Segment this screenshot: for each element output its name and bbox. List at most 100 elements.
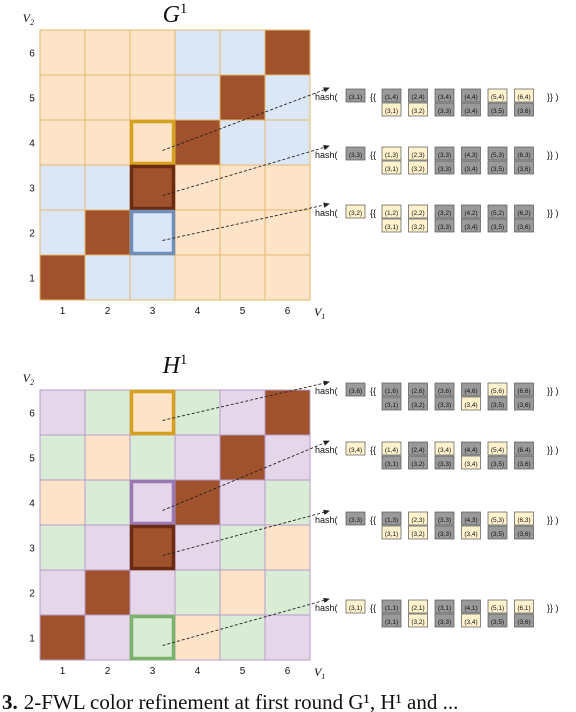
- tuple-text: (3,5): [491, 461, 504, 468]
- grid-cell: [84, 119, 131, 166]
- grid-cell: [219, 119, 266, 166]
- highlight-cell: [129, 209, 176, 256]
- grid-cell: [84, 434, 131, 481]
- tuple-text: (3,3): [438, 461, 451, 468]
- tuple-text: (3,5): [491, 224, 504, 231]
- tuple-box: [487, 146, 508, 161]
- tuple-text: (3,1): [385, 108, 398, 115]
- tuple-text: (3,3): [438, 152, 451, 159]
- tuple-box: [461, 88, 481, 103]
- grid-cell: [264, 254, 311, 301]
- graph-g1: hash((3,1) {{(1,4) (3,1) (2,4) (3,2) (3,4) (3,…: [39, 29, 559, 301]
- grid-cell: [84, 164, 131, 211]
- tuple-text: (2,6): [411, 388, 424, 395]
- y-axis-var: V: [23, 11, 32, 25]
- open-brace: {{: [370, 515, 376, 525]
- grid-cell: [129, 524, 176, 571]
- grid-cell: [219, 389, 266, 436]
- hash-row: hash((3,3) {{(1,3) (3,1) (2,3) (3,2) (3,3) (3,…: [162, 509, 559, 556]
- tuple-text: (3,4): [464, 224, 477, 231]
- tuple-text: (1,1): [385, 605, 398, 612]
- tuple-box: [487, 613, 508, 628]
- tuple-box: [461, 613, 481, 628]
- tuple-text: (3,5): [491, 166, 504, 173]
- grid-cell: [174, 29, 221, 76]
- row-label: 3: [29, 184, 35, 195]
- tuple-text: (5,3): [491, 517, 504, 524]
- grid-cell: [84, 569, 131, 616]
- graph-title: G1: [163, 1, 188, 28]
- tuple-box: [514, 160, 534, 175]
- grid-cell: [219, 254, 266, 301]
- grid-cell: [84, 524, 131, 571]
- tuple-text: (6,6): [517, 388, 530, 395]
- tuple-box: [487, 102, 508, 117]
- tuple-box: [514, 455, 534, 470]
- tuple-box: [408, 146, 428, 161]
- hash-label: hash(: [315, 603, 338, 613]
- tuple-box: [461, 102, 481, 117]
- tuple-text: (6,1): [517, 605, 530, 612]
- tuple-box: [461, 441, 481, 456]
- tuple-text: (3,1): [385, 619, 398, 626]
- hash-label: hash(: [315, 208, 338, 218]
- tuple-text: (3,4): [464, 166, 477, 173]
- graph-title-sup: 1: [180, 352, 188, 368]
- tuple-text: (2,4): [411, 94, 424, 101]
- tuple-box: [408, 599, 428, 614]
- tuple-box: [408, 525, 428, 540]
- tuple-text: (5,4): [491, 94, 504, 101]
- tuple-text: (4,4): [464, 94, 477, 101]
- tuple-box: [408, 511, 428, 526]
- y-axis-var: V: [23, 371, 32, 385]
- hash-label: hash(: [315, 150, 338, 160]
- grid-cell: [129, 389, 176, 436]
- grid-cell: [219, 614, 266, 661]
- tuple-box: [381, 218, 402, 233]
- tuple-text: (3,6): [438, 388, 451, 395]
- grid-cell: [129, 164, 176, 211]
- row-label: 4: [29, 499, 35, 510]
- tuple-text: (1,3): [385, 152, 398, 159]
- tuple-box: [381, 613, 402, 628]
- grid-cell: [39, 569, 86, 616]
- caption-text: 2-FWL color refinement at first round G¹…: [23, 690, 459, 712]
- tuple-text: (3,1): [385, 531, 398, 538]
- col-label: 2: [105, 666, 111, 677]
- figure-canvas: hash((3,1) {{(1,4) (3,1) (2,4) (3,2) (3,4) (3,…: [23, 1, 559, 681]
- hash-key-box: [345, 382, 366, 397]
- tuple-box: [408, 441, 428, 456]
- grid-cell: [39, 164, 86, 211]
- grid-cell: [129, 434, 176, 481]
- tuple-box: [381, 102, 402, 117]
- tuple-text: (3,2): [438, 210, 451, 217]
- hash-label: hash(: [315, 92, 338, 102]
- tuple-text: (2,1): [411, 605, 424, 612]
- tuple-text: (3,2): [411, 619, 424, 626]
- tuple-box: [381, 599, 402, 614]
- tuple-text: (5,4): [491, 447, 504, 454]
- tuple-text: (3,5): [491, 619, 504, 626]
- tuple-box: [461, 396, 481, 411]
- col-label: 2: [105, 306, 111, 317]
- tuple-box: [408, 102, 428, 117]
- row-label: 6: [29, 49, 35, 60]
- hash-row: hash((3,2) {{(1,2) (3,1) (2,2) (3,2) (3,2) (3,…: [162, 202, 559, 241]
- grid-cell: [264, 74, 311, 121]
- hash-key-box: [345, 441, 366, 456]
- grid-cell: [84, 29, 131, 76]
- tuple-text: (3,1): [385, 166, 398, 173]
- tuple-text: (6,4): [517, 94, 530, 101]
- tuple-text: (4,3): [464, 517, 477, 524]
- tuple-text: (3,2): [411, 166, 424, 173]
- grid-cell: [39, 254, 86, 301]
- hash-key-text: (3,1): [349, 94, 362, 101]
- tuple-text: (5,6): [491, 388, 504, 395]
- tuple-box: [514, 88, 534, 103]
- tuple-text: (3,4): [438, 94, 451, 101]
- tuple-box: [408, 396, 428, 411]
- tuple-box: [461, 511, 481, 526]
- grid-cell: [174, 164, 221, 211]
- open-brace: {{: [370, 386, 376, 396]
- hash-key-text: (3,4): [349, 447, 362, 454]
